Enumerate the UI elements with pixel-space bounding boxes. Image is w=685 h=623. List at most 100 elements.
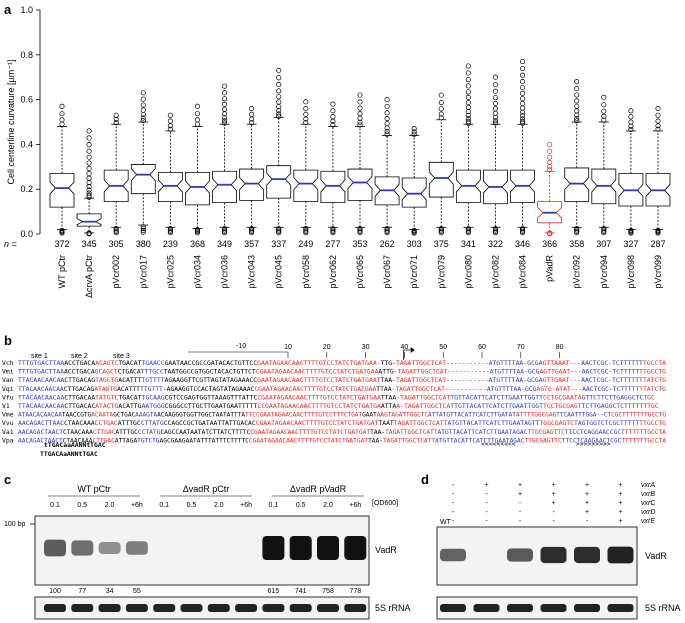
outlier [167,230,173,236]
outlier [547,167,553,173]
tss-arrow [403,349,411,360]
outlier [519,58,526,65]
box [49,173,75,208]
rrna-band [574,604,600,612]
box [130,164,156,195]
outlier [574,103,580,109]
vadr-band [574,546,600,564]
category-label: pVcr082 [490,255,500,289]
outlier [221,226,228,232]
outlier [357,230,363,236]
vadr-band [344,536,367,560]
box-11 [347,92,373,236]
matrix-cell: + [551,482,555,489]
lane-label: 0.5 [296,502,306,509]
lane-label: +6h [240,502,252,509]
outlier [601,108,607,114]
n-value: 357 [244,239,259,249]
outlier [221,96,228,102]
outlier [492,230,499,236]
matrix-cell: + [585,482,589,489]
outlier [86,231,92,237]
outlier [276,113,282,119]
vadr-band [262,536,285,560]
outlier [276,94,282,100]
n-value: 305 [109,239,124,249]
wt-label: WT [440,519,452,526]
boxplot-area [49,58,671,237]
outlier [465,94,471,101]
outlier [438,115,444,121]
outlier [465,63,471,69]
rrna-band [262,604,285,612]
outlier [384,128,390,135]
outlier [249,106,255,112]
outlier [384,228,390,234]
vadr-band [289,536,312,560]
outlier [574,86,580,92]
y-tick-label: 0.2 [20,184,33,194]
box-21 [618,108,644,236]
box [212,170,237,204]
outlier [547,159,553,165]
outlier [86,175,92,181]
northern-blot-c-header: WT pCtr ΔvadR pCtr ΔvadR pVadR 0.1 0.5 2.0 +6h… [48,484,364,509]
category-label: pVcr099 [653,255,663,289]
vadr-band [440,548,466,562]
box-5 [185,103,210,236]
sequence-row: TTACAACAACAACTTGACAATATGTCTGACATTGCAAGCG… [18,393,655,401]
category-label: pVcr036 [220,255,230,289]
site-1-label: site 1 [31,353,48,360]
category-label: pVcr067 [382,255,392,289]
species-label: Vvu [2,419,14,427]
outlier [628,230,634,236]
alignment-annotations: site 1 site 2 site 3 -10 10 20 30 40 50 60 70 80 [31,343,564,360]
matrix-cell: + [618,491,622,498]
outlier [113,228,119,234]
minus10-label: -10 [236,343,246,350]
site-3-label: site 3 [113,353,130,360]
rrna-band [289,604,312,612]
box [564,167,590,202]
outlier [384,110,390,116]
outlier [249,228,255,234]
tss-arrowhead [410,347,415,353]
outlier [167,118,173,124]
outlier [519,72,526,78]
outlier [601,102,607,108]
category-label: pVcr071 [409,255,419,289]
vadr-band [98,542,121,554]
outlier [465,70,471,76]
species-label: Vmi [2,368,14,376]
lane-label: 2.0 [105,502,115,509]
outlier [465,89,471,95]
matrix-cell: - [519,500,522,507]
outlier [601,117,607,123]
lane-label: 0.5 [187,502,197,509]
category-label: pVcr062 [328,255,338,289]
outlier [276,228,282,234]
category-label: pVcr034 [192,255,202,289]
outlier [330,230,336,236]
outlier [140,90,146,96]
box-16 [483,74,508,236]
lane-label: 2.0 [214,502,224,509]
outlier [411,129,417,135]
outlier [628,114,634,120]
group-label: WT pCtr [77,484,110,494]
outlier [276,226,282,232]
outlier [140,229,146,235]
y-tick-label: 0.4 [20,139,33,149]
outlier [465,230,471,236]
outlier [519,228,526,234]
category-label: ΔcrvA pCtr [84,255,94,298]
outlier [492,88,499,94]
quant-value: 34 [106,588,114,595]
sequence-row: ATAACACAACAATAACCGTGACAATAGCTGACAAAGTAAC… [18,411,666,419]
outlier [276,88,282,94]
category-label: pVcr002 [111,255,121,289]
outlier [357,122,363,128]
outlier [357,99,363,105]
outlier [330,101,336,107]
box-14 [428,92,454,236]
